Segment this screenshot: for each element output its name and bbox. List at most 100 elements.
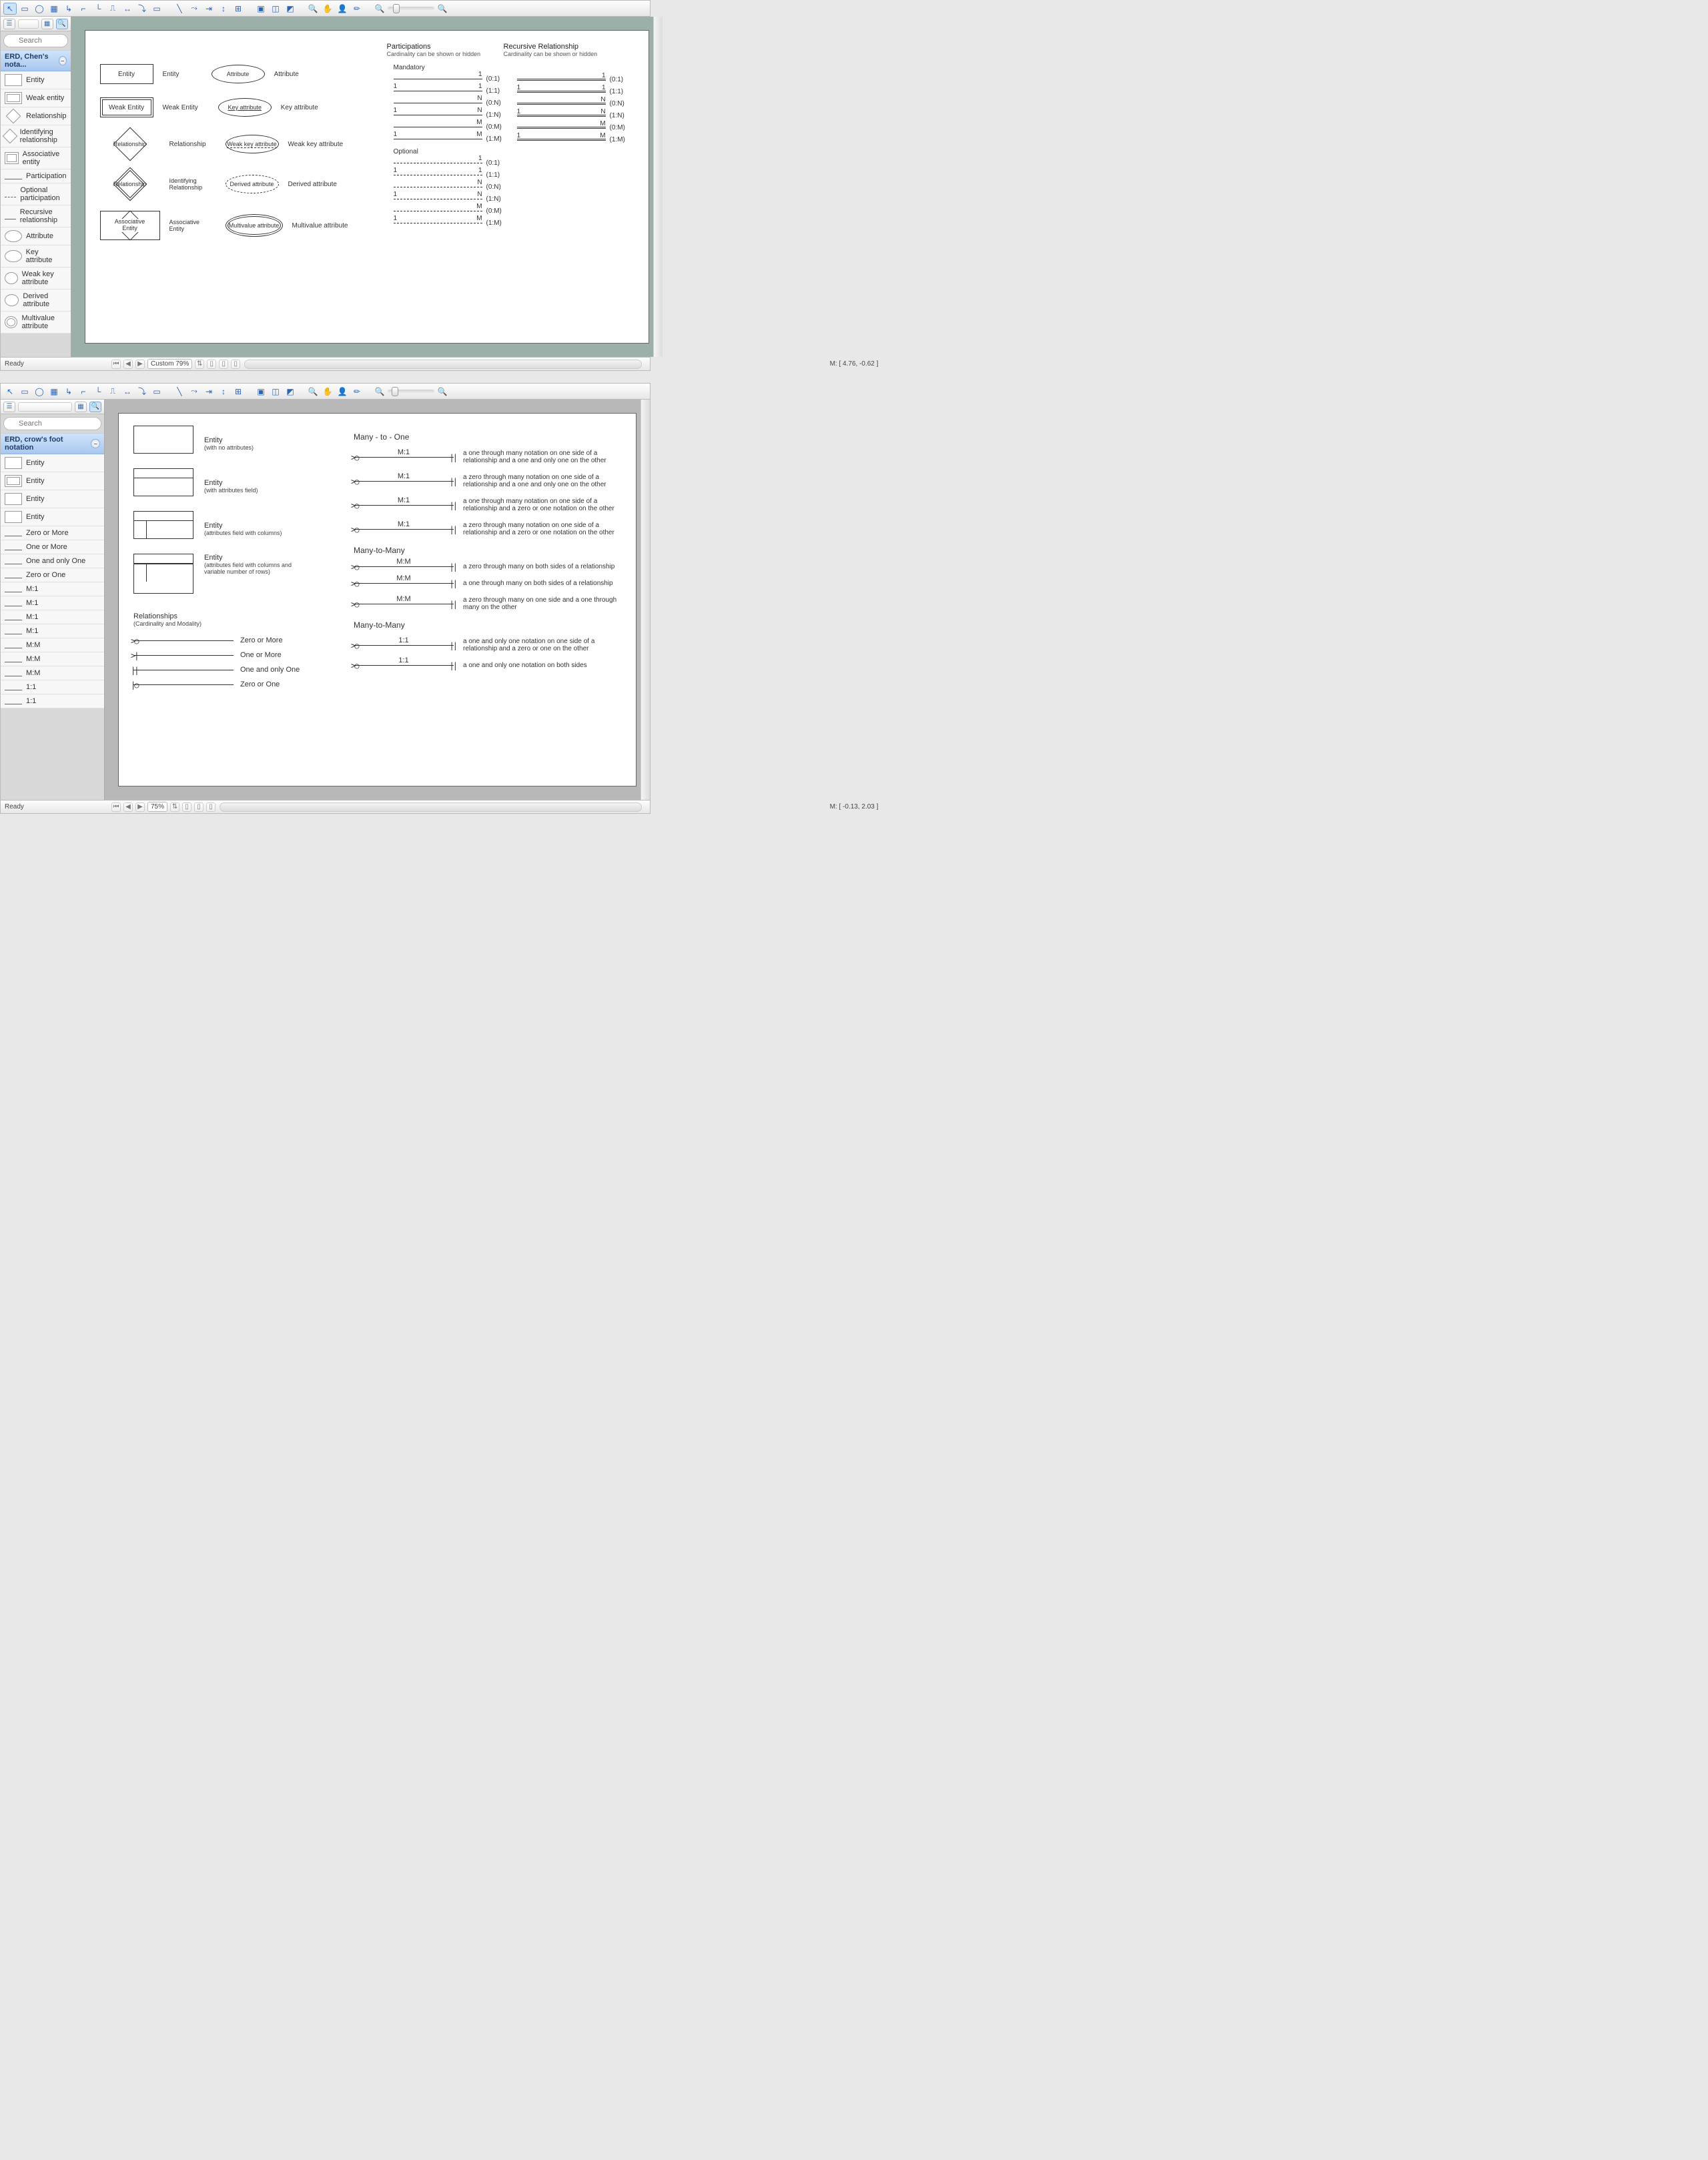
- tool-ellipse[interactable]: ◯: [33, 3, 46, 15]
- tool-group1[interactable]: ▣: [254, 3, 268, 15]
- tool-conn2[interactable]: ⌐: [77, 3, 90, 15]
- zoom-out-icon[interactable]: 🔍: [373, 3, 386, 15]
- zoom-field[interactable]: 75%: [147, 802, 167, 812]
- canvas-area[interactable]: Participations Cardinality can be shown …: [71, 17, 663, 357]
- lib-item[interactable]: 1:1: [1, 680, 104, 694]
- zoom-slider[interactable]: [388, 390, 434, 394]
- library-panel-header-2[interactable]: ERD, crow's foot notation –: [1, 433, 104, 454]
- lib-item[interactable]: Weak key attribute: [1, 267, 71, 290]
- page-first-icon[interactable]: ⏮: [111, 802, 121, 812]
- page-next-icon[interactable]: ▶: [135, 802, 145, 812]
- tool-pencil[interactable]: ✏: [350, 386, 364, 398]
- lib-item[interactable]: M:1: [1, 610, 104, 624]
- tool-ellipse[interactable]: ◯: [33, 386, 46, 398]
- lib-item[interactable]: M:M: [1, 638, 104, 652]
- lib-item[interactable]: M:1: [1, 596, 104, 610]
- lib-item[interactable]: M:M: [1, 652, 104, 666]
- lib-item[interactable]: 1:1: [1, 694, 104, 708]
- lib-tree-icon[interactable]: ☰: [3, 19, 15, 29]
- lib-item[interactable]: M:1: [1, 582, 104, 596]
- vertical-scrollbar[interactable]: [640, 400, 650, 800]
- tool-pointer[interactable]: ↖: [3, 3, 17, 15]
- tool-pencil[interactable]: ✏: [350, 3, 364, 15]
- lib-item[interactable]: Key attribute: [1, 245, 71, 267]
- zoom-out-icon[interactable]: 🔍: [373, 386, 386, 398]
- tool-line4[interactable]: ↕: [217, 3, 230, 15]
- tool-group3[interactable]: ◩: [284, 3, 297, 15]
- lib-item[interactable]: Attribute: [1, 227, 71, 245]
- lib-item[interactable]: M:M: [1, 666, 104, 680]
- tool-conn6[interactable]: ⤵: [135, 3, 149, 15]
- lib-search-icon[interactable]: 🔍: [89, 402, 101, 412]
- lib-item[interactable]: Associative entity: [1, 147, 71, 169]
- lib-item[interactable]: Entity: [1, 490, 104, 508]
- tool-line1[interactable]: ╲: [173, 3, 186, 15]
- page-prev-icon[interactable]: ◀: [123, 360, 133, 369]
- lib-item[interactable]: M:1: [1, 624, 104, 638]
- zoom-slider[interactable]: [388, 7, 434, 11]
- tool-zoom[interactable]: 🔍: [306, 386, 320, 398]
- tool-line3[interactable]: ⇥: [202, 386, 216, 398]
- tool-group1[interactable]: ▣: [254, 386, 268, 398]
- tool-user[interactable]: 👤: [336, 386, 349, 398]
- lib-item[interactable]: One and only One: [1, 554, 104, 568]
- collapse-icon[interactable]: –: [91, 439, 100, 448]
- lib-search-icon[interactable]: 🔍: [56, 19, 68, 29]
- search-input[interactable]: [3, 417, 101, 430]
- lib-item[interactable]: Zero or One: [1, 568, 104, 582]
- horizontal-scrollbar[interactable]: [244, 360, 642, 369]
- vertical-scrollbar[interactable]: [653, 17, 663, 357]
- tool-note[interactable]: ▭: [150, 386, 163, 398]
- library-panel-header[interactable]: ERD, Chen's nota... –: [1, 50, 71, 71]
- page-first-icon[interactable]: ⏮: [111, 360, 121, 369]
- zoom-in-icon[interactable]: 🔍: [436, 386, 449, 398]
- tool-group3[interactable]: ◩: [284, 386, 297, 398]
- view-mode-3[interactable]: ▯: [206, 802, 216, 812]
- tool-conn5[interactable]: ↔: [121, 386, 134, 398]
- lib-item[interactable]: Entity: [1, 472, 104, 490]
- canvas-area-2[interactable]: Entity(with no attributes) Entity(with a…: [105, 400, 650, 800]
- tool-group2[interactable]: ◫: [269, 3, 282, 15]
- lib-item[interactable]: Recursive relationship: [1, 205, 71, 227]
- lib-item[interactable]: Multivalue attribute: [1, 312, 71, 334]
- tool-conn3[interactable]: └: [91, 3, 105, 15]
- search-input[interactable]: [3, 34, 68, 47]
- tool-conn2[interactable]: ⌐: [77, 386, 90, 398]
- lib-tree-icon[interactable]: ☰: [3, 402, 15, 412]
- tool-rect[interactable]: ▭: [18, 386, 31, 398]
- zoom-field[interactable]: Custom 79%: [147, 359, 192, 369]
- tool-hand[interactable]: ✋: [321, 3, 334, 15]
- zoom-stepper-icon[interactable]: ⇅: [170, 802, 179, 812]
- tool-rect[interactable]: ▭: [18, 3, 31, 15]
- tool-line3[interactable]: ⇥: [202, 3, 216, 15]
- view-mode-3[interactable]: ▯: [231, 360, 240, 369]
- lib-selector[interactable]: [18, 19, 39, 29]
- tool-group2[interactable]: ◫: [269, 386, 282, 398]
- tool-pointer[interactable]: ↖: [3, 386, 17, 398]
- lib-item[interactable]: Entity: [1, 508, 104, 526]
- zoom-stepper-icon[interactable]: ⇅: [195, 360, 204, 369]
- lib-item[interactable]: Weak entity: [1, 89, 71, 107]
- tool-line5[interactable]: ⊞: [232, 3, 245, 15]
- view-mode-1[interactable]: ▯: [207, 360, 216, 369]
- lib-grid-icon[interactable]: ▦: [41, 19, 53, 29]
- view-mode-2[interactable]: ▯: [194, 802, 203, 812]
- tool-zoom[interactable]: 🔍: [306, 3, 320, 15]
- page-prev-icon[interactable]: ◀: [123, 802, 133, 812]
- lib-item[interactable]: Identifying relationship: [1, 125, 71, 147]
- lib-item[interactable]: Entity: [1, 454, 104, 472]
- lib-item[interactable]: Derived attribute: [1, 290, 71, 312]
- tool-table[interactable]: ▦: [47, 386, 61, 398]
- lib-item[interactable]: One or More: [1, 540, 104, 554]
- lib-selector[interactable]: [18, 402, 72, 412]
- tool-note[interactable]: ▭: [150, 3, 163, 15]
- tool-user[interactable]: 👤: [336, 3, 349, 15]
- tool-conn1[interactable]: ↳: [62, 386, 75, 398]
- lib-item[interactable]: Entity: [1, 71, 71, 89]
- tool-conn6[interactable]: ⤵: [135, 386, 149, 398]
- tool-line2[interactable]: ⤳: [187, 3, 201, 15]
- collapse-icon[interactable]: –: [59, 56, 67, 65]
- tool-conn4[interactable]: ⎍: [106, 3, 119, 15]
- zoom-in-icon[interactable]: 🔍: [436, 3, 449, 15]
- tool-conn4[interactable]: ⎍: [106, 386, 119, 398]
